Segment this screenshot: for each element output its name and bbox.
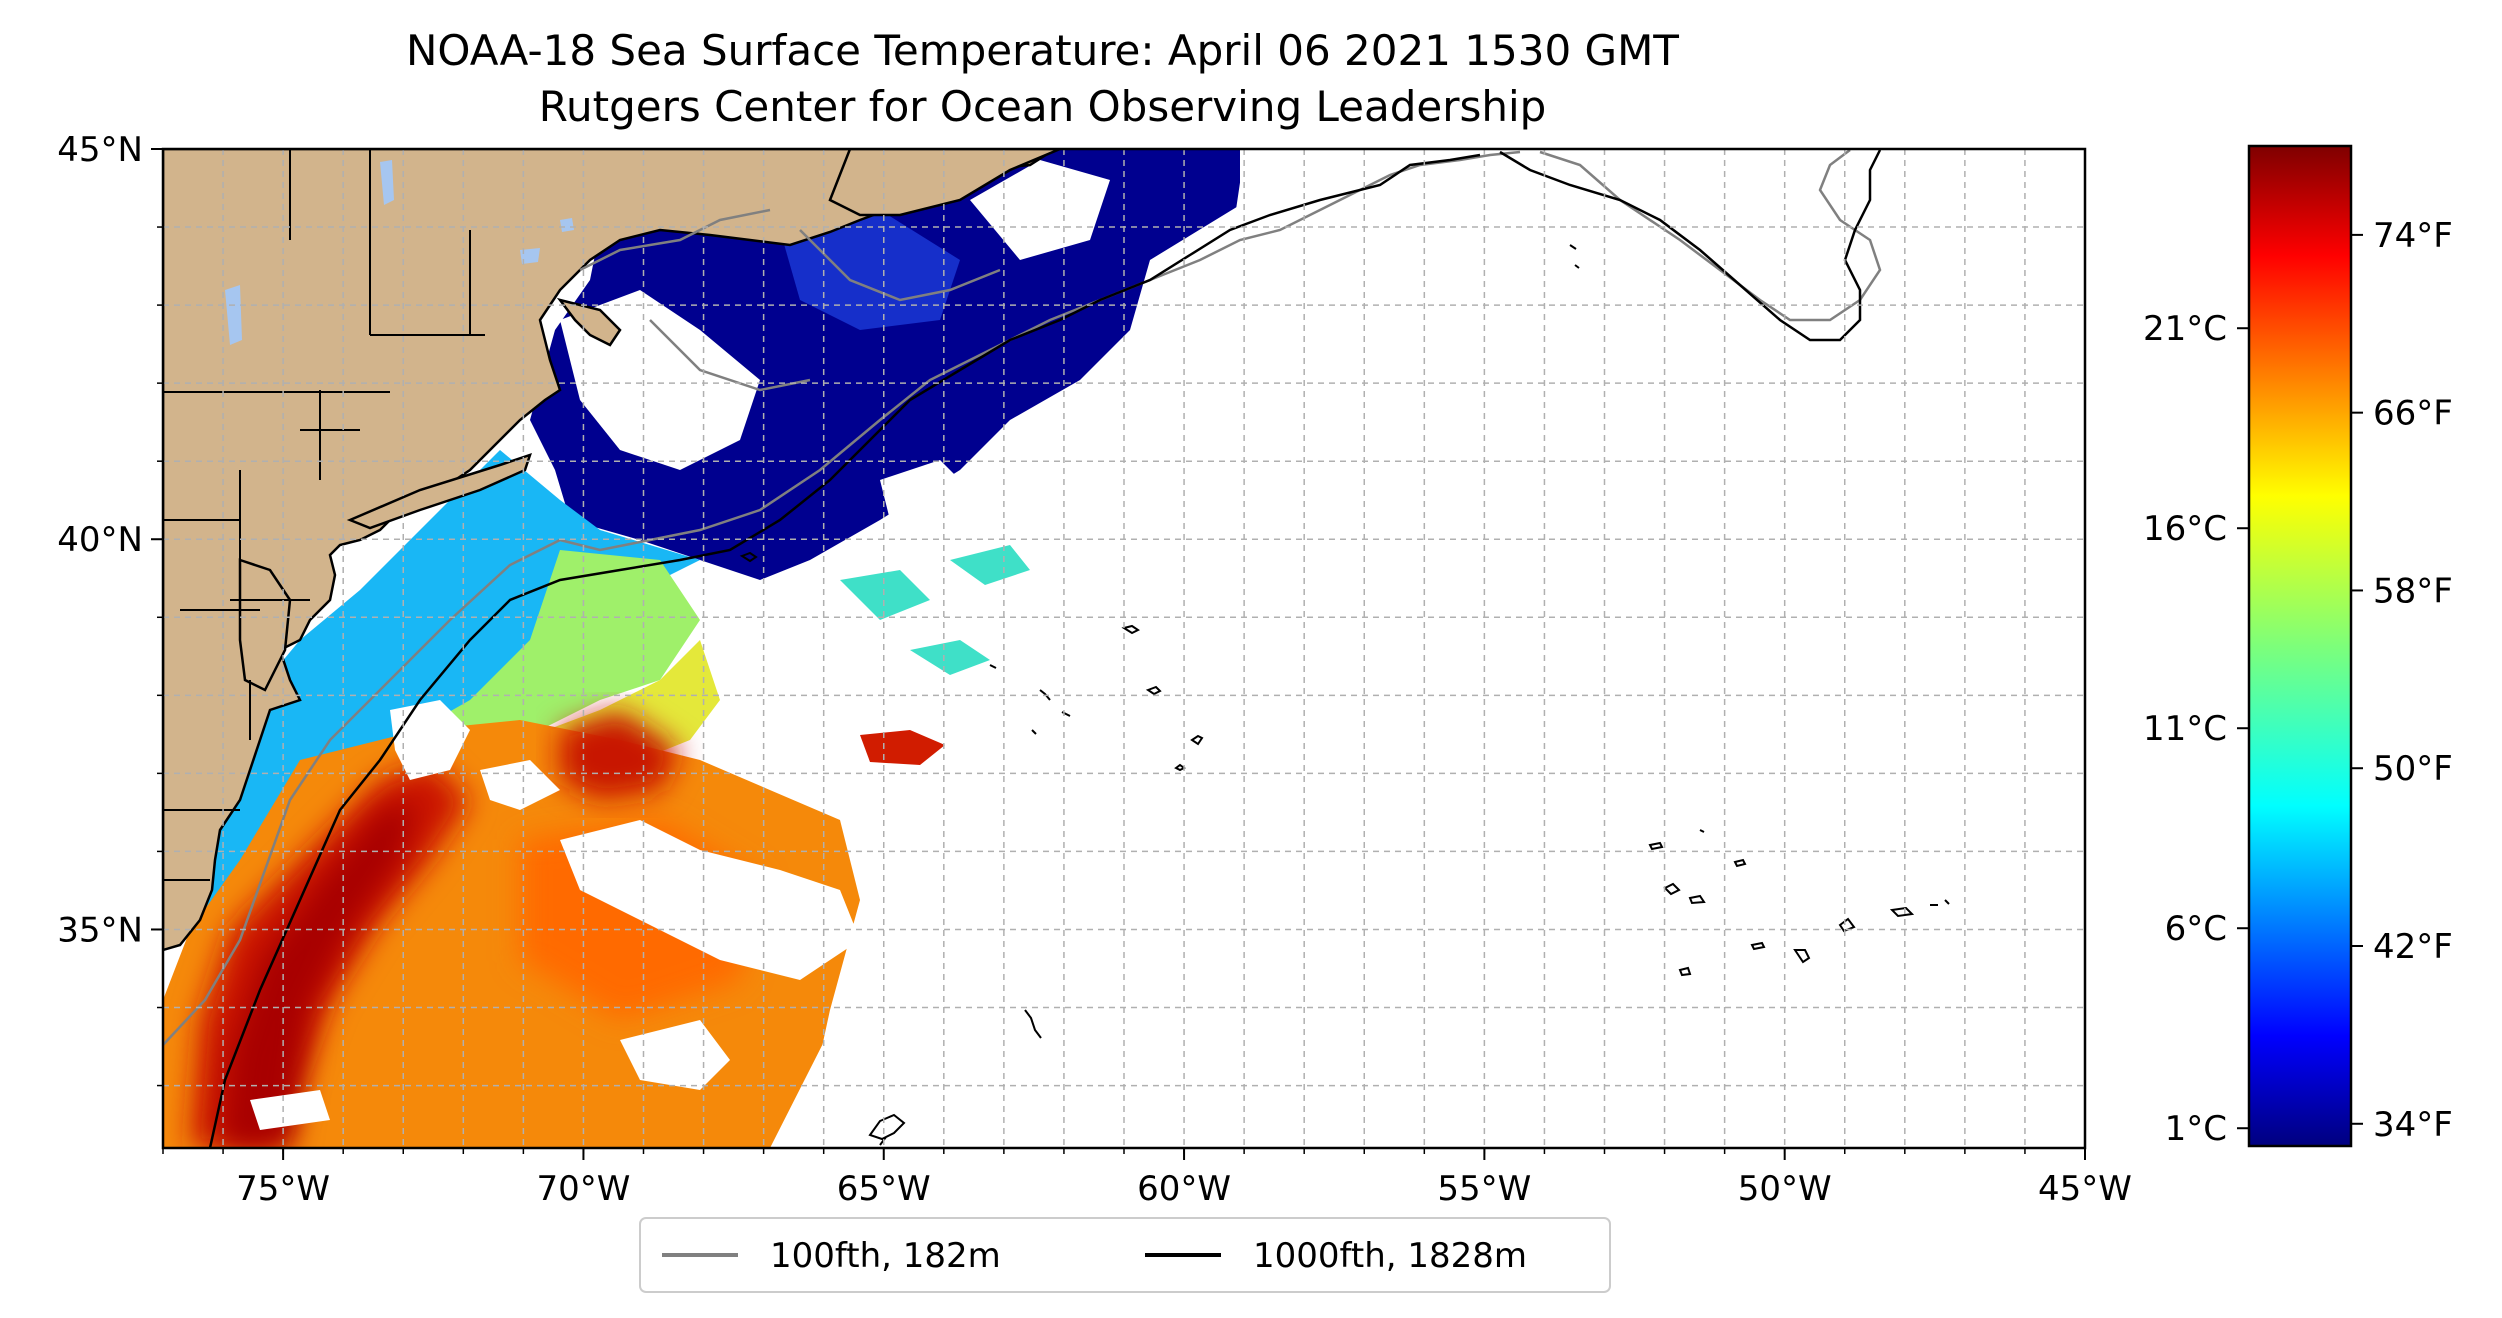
map-grid	[162, 149, 2085, 1148]
colorbar-c-label: 1°C	[2165, 1109, 2227, 1149]
map-title: NOAA-18 Sea Surface Temperature: April 0…	[406, 26, 1679, 75]
colorbar-f-label: 42°F	[2373, 927, 2453, 967]
colorbar-frame	[2247, 144, 2353, 1148]
cloud-gap-8	[880, 460, 980, 530]
land-delmarva	[238, 558, 292, 692]
map-subtitle: Rutgers Center for Ocean Observing Leade…	[538, 82, 1547, 131]
legend-box	[639, 1217, 1611, 1293]
x-tick-label: 65°W	[837, 1169, 931, 1209]
colorbar-c-label: 16°C	[2143, 509, 2227, 549]
isobaths	[163, 149, 1950, 1148]
cloud-gap-4	[620, 1020, 730, 1090]
cloud-gap-7	[970, 160, 1110, 260]
sst-shelf-break-patches	[840, 545, 1030, 675]
y-tick-label: 35°N	[57, 910, 143, 950]
colorbar-c-label: 21°C	[2143, 309, 2227, 349]
land-nova-scotia	[828, 149, 1061, 217]
colorbar-gradient	[2249, 146, 2351, 1146]
sst-warm-ring	[560, 710, 680, 800]
x-tick-label: 55°W	[1437, 1169, 1531, 1209]
cloud-gap-3	[480, 760, 560, 810]
legend-label-1000fth: 1000fth, 1828m	[1253, 1236, 1527, 1276]
land-long-island	[346, 453, 532, 530]
sst-cold-eddy	[780, 210, 960, 330]
state-borders	[163, 149, 485, 881]
x-tick-label: 50°W	[1738, 1169, 1832, 1209]
legend-label-100fth: 100fth, 182m	[770, 1236, 1001, 1276]
colorbar: 74°F 66°F 58°F 50°F 42°F 34°F 21°C 16°C 11°C 6°C…	[2143, 144, 2453, 1149]
colorbar-c-label: 11°C	[2143, 709, 2227, 749]
colorbar-f-label: 34°F	[2373, 1105, 2453, 1145]
legend: 100fth, 182m 1000fth, 1828m	[639, 1217, 1611, 1293]
land-cape-cod	[556, 297, 622, 347]
x-tick-label: 70°W	[536, 1169, 630, 1209]
y-axis: 45°N 40°N 35°N	[57, 130, 163, 1087]
colorbar-f-label: 74°F	[2373, 216, 2453, 256]
sst-eddy-east	[860, 730, 945, 765]
cloud-gap-2	[560, 820, 860, 980]
sst-field	[163, 149, 2085, 1148]
x-tick-label: 45°W	[2038, 1169, 2132, 1209]
y-tick-label: 45°N	[57, 130, 143, 170]
colorbar-fahrenheit-axis: 74°F 66°F 58°F 50°F 42°F 34°F	[2351, 216, 2453, 1145]
isobath-1000fth	[208, 149, 1882, 1148]
x-axis: 75°W 70°W 65°W 60°W 55°W 50°W 45°W	[162, 1148, 2132, 1209]
sst-cold-region	[530, 150, 1240, 580]
swath-mask	[770, 149, 2085, 1148]
colorbar-c-label: 6°C	[2165, 909, 2227, 949]
x-tick-label: 60°W	[1137, 1169, 1231, 1209]
colorbar-f-label: 50°F	[2373, 749, 2453, 789]
colorbar-celsius-axis: 21°C 16°C 11°C 6°C 1°C	[2143, 309, 2249, 1149]
colorbar-f-label: 66°F	[2373, 394, 2453, 434]
colorbar-f-label: 58°F	[2373, 571, 2453, 611]
land	[163, 149, 1061, 952]
cloud-gap-1	[390, 700, 470, 780]
x-tick-label: 75°W	[236, 1169, 330, 1209]
isobath-100fth	[163, 149, 1882, 1046]
y-tick-label: 40°N	[57, 520, 143, 560]
map-panel: 75°W 70°W 65°W 60°W 55°W 50°W 45°W 45°N 40°N 35°…	[57, 130, 2132, 1209]
sst-gulf-stream-core	[220, 800, 420, 1148]
cloud-gap-5	[250, 1090, 330, 1130]
